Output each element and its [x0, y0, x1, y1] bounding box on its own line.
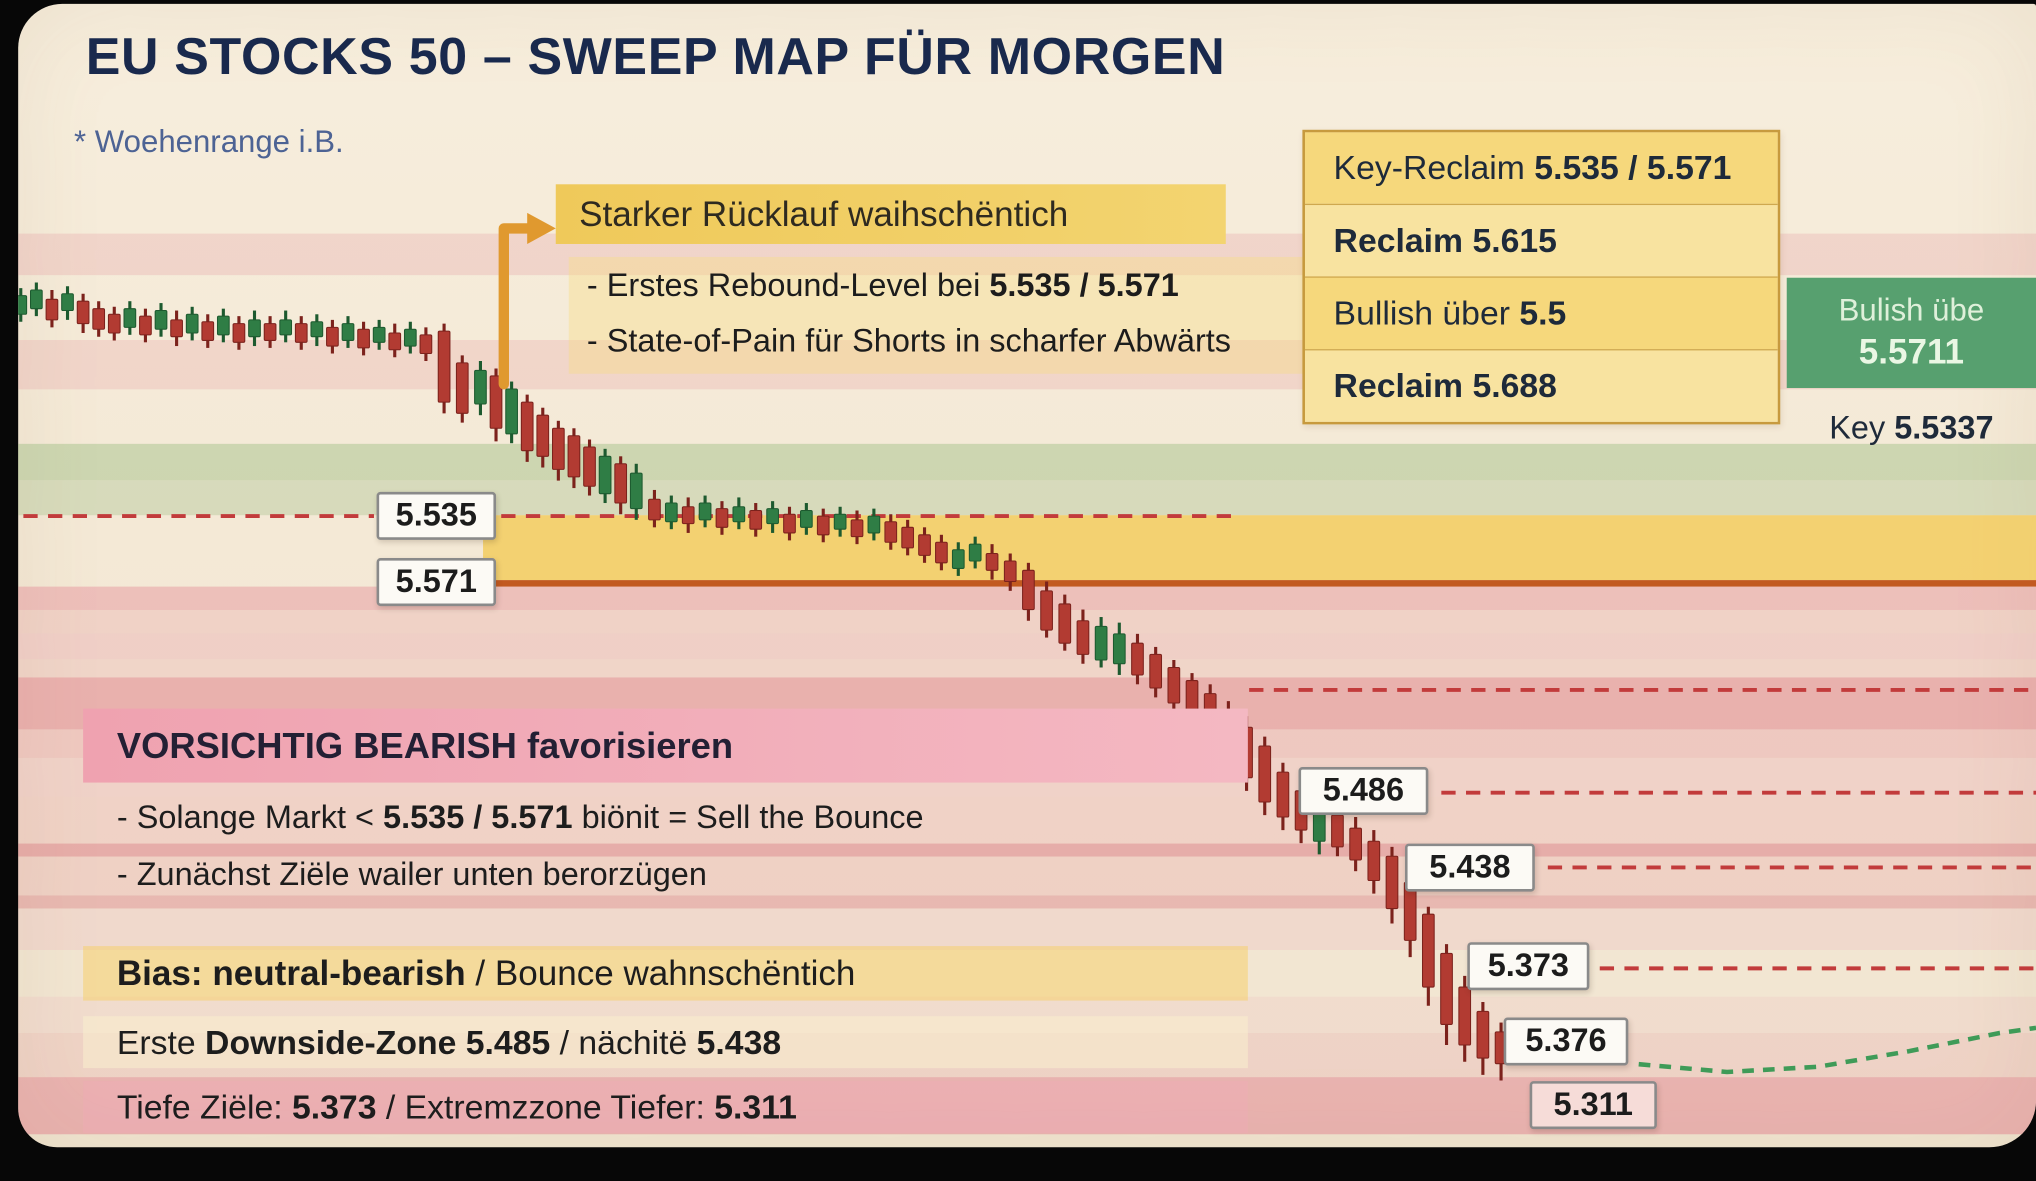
- bias-row: Bias: neutral-bearish / Bounce wahnschën…: [83, 946, 1248, 1001]
- rebound-callout-header: Starker Rücklauf waihschëntich: [555, 184, 1226, 244]
- page-title: EU STOCKS 50 – SWEEP MAP FÜR MORGEN: [85, 28, 1226, 86]
- row-value: 5.688: [1472, 365, 1557, 405]
- bullish-above-label: Bulish übe: [1838, 293, 1985, 329]
- bullet-text: - Solange Markt <: [116, 799, 384, 836]
- price-tag-5535: 5.535: [376, 491, 497, 540]
- price-tag-5571: 5.571: [376, 558, 497, 607]
- row-text: / Extremzzone Tiefer:: [376, 1087, 715, 1127]
- zone-band: [18, 633, 2036, 660]
- subtitle-note: * Woehenrange i.B.: [74, 124, 344, 160]
- row-label: Key-Reclaim: [1333, 147, 1535, 187]
- row-label: Reclaim: [1333, 220, 1473, 260]
- row-level: 5.311: [714, 1087, 797, 1127]
- bias-value: Bias: neutral-bearish: [116, 953, 466, 993]
- row-text: Erste: [116, 1022, 206, 1062]
- zone-band: [18, 908, 2036, 950]
- zone-band: [18, 480, 2036, 516]
- panel-row-reclaim-5615: Reclaim 5.615: [1304, 203, 1778, 277]
- panel-row-bullish-55: Bullish über 5.5: [1304, 276, 1778, 350]
- bullet-text: - Erstes Rebound-Level bei: [586, 267, 990, 304]
- bearish-warning-box: VORSICHTIG BEARISH favorisieren: [83, 708, 1248, 783]
- key-levels-panel: Key-Reclaim 5.535 / 5.571 Reclaim 5.615 …: [1302, 129, 1781, 425]
- price-tag-5438: 5.438: [1404, 843, 1535, 892]
- panel-row-key-reclaim: Key-Reclaim 5.535 / 5.571: [1304, 132, 1778, 204]
- zone-band: [18, 586, 2036, 610]
- zone-band: [483, 515, 2036, 581]
- row-level: Downside-Zone 5.485: [205, 1022, 551, 1062]
- zone-band: [18, 796, 2036, 844]
- bias-note: / Bounce wahnschëntich: [465, 953, 856, 993]
- row-label: Bullish über: [1333, 293, 1520, 333]
- rebound-callout-bullet-1: - Erstes Rebound-Level bei 5.535 / 5.571: [587, 267, 1179, 305]
- row-text: / nächitë: [550, 1022, 697, 1062]
- price-tag-5376: 5.376: [1503, 1017, 1629, 1066]
- key-note-value: 5.5337: [1894, 410, 1994, 447]
- zone-band: [18, 856, 2036, 896]
- bearish-bullet-2: - Zunächst Ziële wailer unten berorzügen: [116, 856, 707, 893]
- callout-wash: [568, 256, 1304, 374]
- zone-band: [18, 843, 2036, 857]
- zone-band: [18, 895, 2036, 909]
- key-note-label: Key: [1829, 410, 1895, 447]
- zone-band: [18, 1077, 2036, 1135]
- key-level-note: Key 5.5337: [1787, 410, 2036, 448]
- bullet-level: 5.535 / 5.571: [383, 799, 573, 836]
- bullish-above-level: 5.5711: [1858, 332, 1965, 372]
- row-value: 5.615: [1472, 220, 1557, 260]
- chart-board: EU STOCKS 50 – SWEEP MAP FÜR MORGEN * Wo…: [18, 3, 2036, 1148]
- row-level: 5.438: [696, 1022, 782, 1062]
- bullet-text: biönit = Sell the Bounce: [572, 799, 924, 836]
- bearish-bullet-1: - Solange Markt < 5.535 / 5.571 biönit =…: [117, 799, 924, 837]
- zone-band: [18, 659, 2036, 678]
- row-value: 5.5: [1519, 293, 1567, 333]
- row-text: Tiefe Ziële:: [116, 1087, 293, 1127]
- rebound-callout-bullet-2: - State-of-Pain für Shorts in scharfer A…: [586, 323, 1232, 360]
- zone-band: [18, 443, 2036, 481]
- bullet-level: 5.535 / 5.571: [989, 267, 1179, 304]
- price-tag-5311: 5.311: [1529, 1081, 1657, 1130]
- zone-band: [18, 609, 2036, 634]
- zone-band: [483, 580, 2036, 587]
- deep-targets-row: Tiefe Ziële: 5.373 / Extremzzone Tiefer:…: [83, 1081, 1248, 1133]
- bullish-above-box: Bulish übe 5.5711: [1786, 277, 2036, 389]
- row-value: 5.535 / 5.571: [1534, 147, 1732, 187]
- downside-zone-row: Erste Downside-Zone 5.485 / nächitë 5.43…: [83, 1016, 1248, 1069]
- price-tag-5486: 5.486: [1298, 766, 1429, 816]
- panel-row-reclaim-5688: Reclaim 5.688: [1304, 349, 1778, 422]
- row-label: Reclaim: [1333, 365, 1473, 405]
- price-tag-5373: 5.373: [1467, 942, 1590, 991]
- row-level: 5.373: [292, 1087, 377, 1127]
